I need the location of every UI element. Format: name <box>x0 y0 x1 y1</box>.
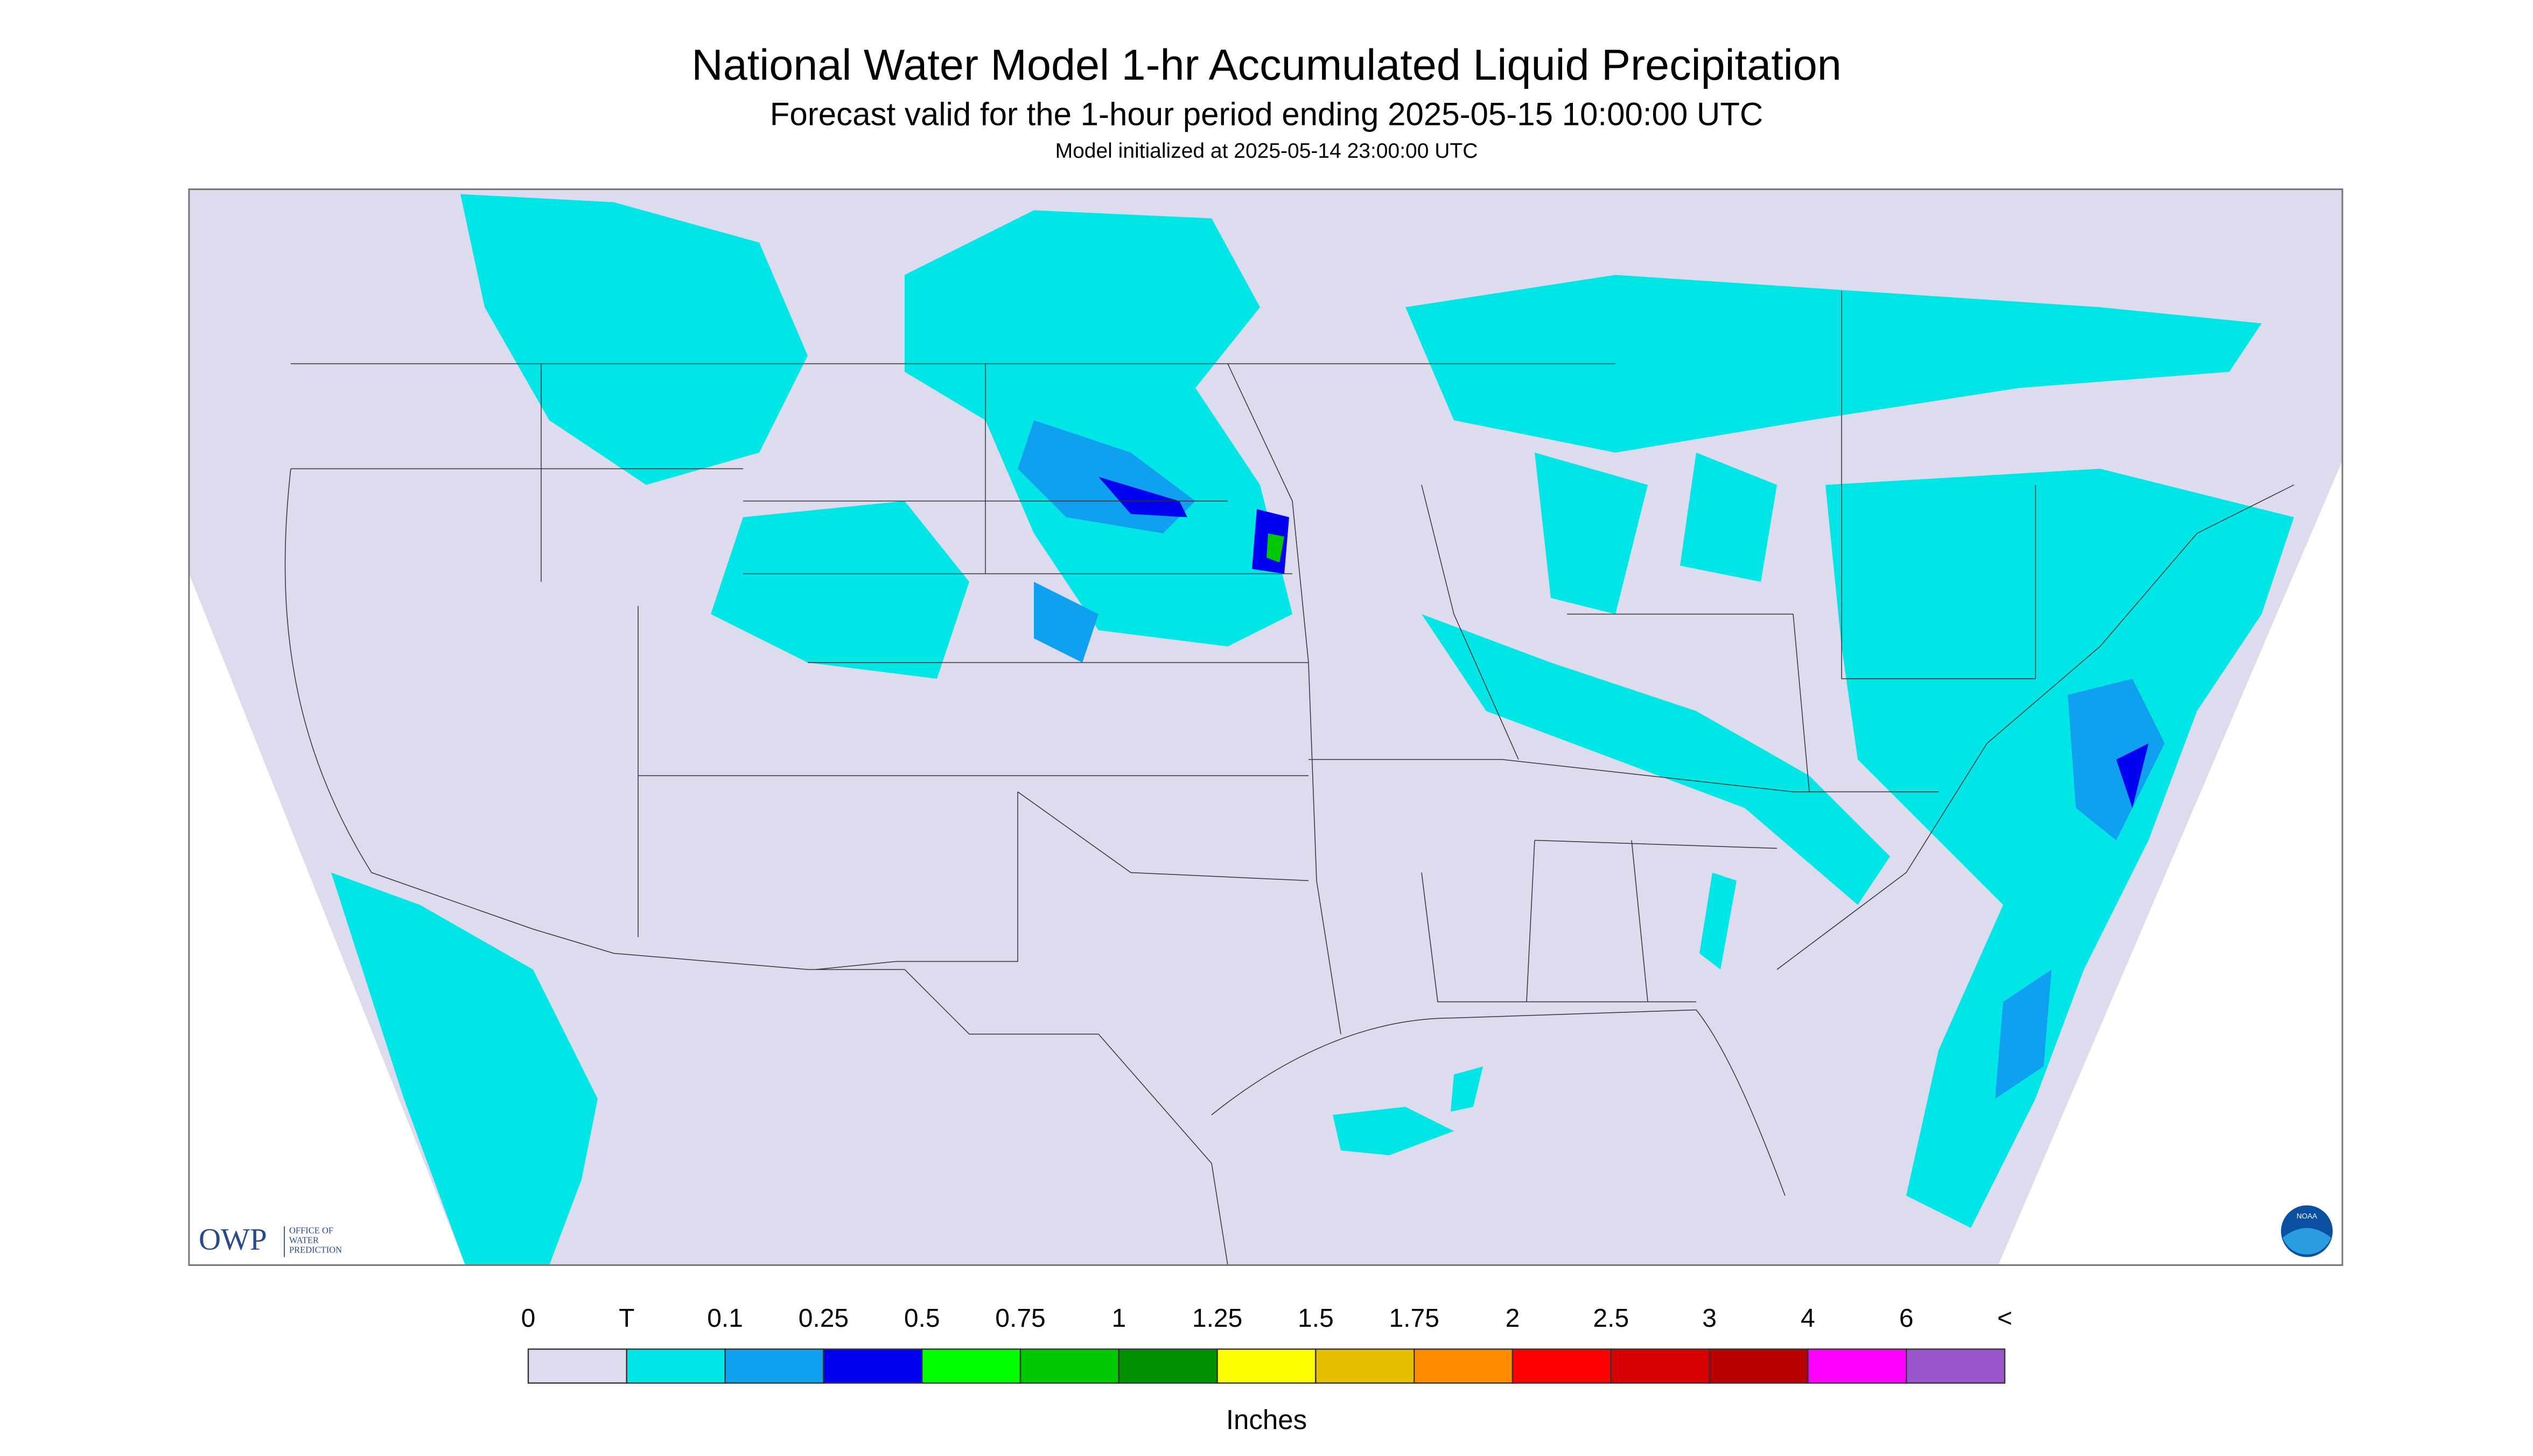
coastline <box>1211 484 2294 1196</box>
legend-swatch <box>1512 1348 1612 1384</box>
legend-swatch <box>527 1348 628 1384</box>
precip-area <box>1680 452 1777 582</box>
legend-label: 1.5 <box>1298 1304 1334 1333</box>
legend: 0 T 0.1 0.25 0.5 0.75 1 1.25 1.5 1.75 2 2.5 3 4 6 < <box>521 1304 2012 1384</box>
legend-unit: Inches <box>1226 1404 1307 1435</box>
legend-label: 0 <box>521 1304 536 1333</box>
legend-label: 2 <box>1506 1304 1520 1333</box>
legend-swatch <box>1019 1348 1120 1384</box>
map-frame <box>188 188 2343 1266</box>
subtitle: Forecast valid for the 1-hour period end… <box>770 96 1763 132</box>
legend-swatch <box>1315 1348 1415 1384</box>
precip-area <box>1333 1107 1454 1156</box>
init-note: Model initialized at 2025-05-14 23:00:00… <box>1055 139 1478 163</box>
legend-label: 0.75 <box>995 1304 1045 1333</box>
owp-text: PREDICTION <box>289 1244 342 1255</box>
legend-label: 4 <box>1801 1304 1815 1333</box>
precip-area <box>1825 468 2294 1228</box>
legend-label: 1.75 <box>1389 1304 1439 1333</box>
legend-label: 1.25 <box>1192 1304 1242 1333</box>
precip-area <box>1451 1066 1483 1112</box>
precip-area <box>1266 533 1284 563</box>
precip-area <box>1699 872 1737 970</box>
noaa-text: NOAA <box>2297 1212 2317 1220</box>
title: National Water Model 1-hr Accumulated Li… <box>691 41 1842 89</box>
legend-swatch <box>1414 1348 1514 1384</box>
precip-area <box>711 501 969 679</box>
precip-area <box>331 872 598 1265</box>
legend-swatch <box>724 1348 824 1384</box>
state-lines <box>291 291 2036 1034</box>
owp-text: OFFICE OF <box>289 1225 333 1235</box>
precip-light <box>331 194 2294 1265</box>
legend-swatch <box>626 1348 726 1384</box>
legend-swatch <box>1709 1348 1809 1384</box>
precip-area <box>1405 275 2262 453</box>
precip-area <box>1034 582 1098 663</box>
owp-text: WATER <box>289 1235 319 1245</box>
precip-area <box>1535 452 1648 614</box>
map: OWP OFFICE OF WATER PREDICTION NOAA <box>188 188 2343 1266</box>
legend-label: 0.5 <box>904 1304 940 1333</box>
legend-swatch <box>1807 1348 1907 1384</box>
legend-label: T <box>619 1304 634 1333</box>
precip-area <box>905 210 1292 647</box>
precip-area <box>1995 969 2052 1099</box>
legend-swatch <box>1610 1348 1710 1384</box>
legend-label: 0.1 <box>707 1304 743 1333</box>
legend-swatch <box>823 1348 923 1384</box>
legend-label: < <box>1997 1304 2012 1333</box>
precip-area <box>1098 477 1187 517</box>
legend-swatch <box>1216 1348 1317 1384</box>
owp-logo: OWP <box>199 1223 267 1257</box>
noaa-logo-wave <box>2283 1228 2331 1255</box>
precip-area <box>2116 743 2149 808</box>
boundaries <box>284 291 2294 1265</box>
legend-label: 0.25 <box>799 1304 849 1333</box>
legend-label: 1 <box>1111 1304 1126 1333</box>
legend-label: 6 <box>1899 1304 1914 1333</box>
legend-label: 3 <box>1702 1304 1717 1333</box>
legend-swatch <box>1905 1348 2006 1384</box>
coastline <box>284 468 1228 1265</box>
precip-area <box>1422 614 1890 905</box>
legend-swatch <box>921 1348 1021 1384</box>
legend-swatch <box>1118 1348 1218 1384</box>
precip-area <box>460 194 808 485</box>
legend-label: 2.5 <box>1593 1304 1629 1333</box>
